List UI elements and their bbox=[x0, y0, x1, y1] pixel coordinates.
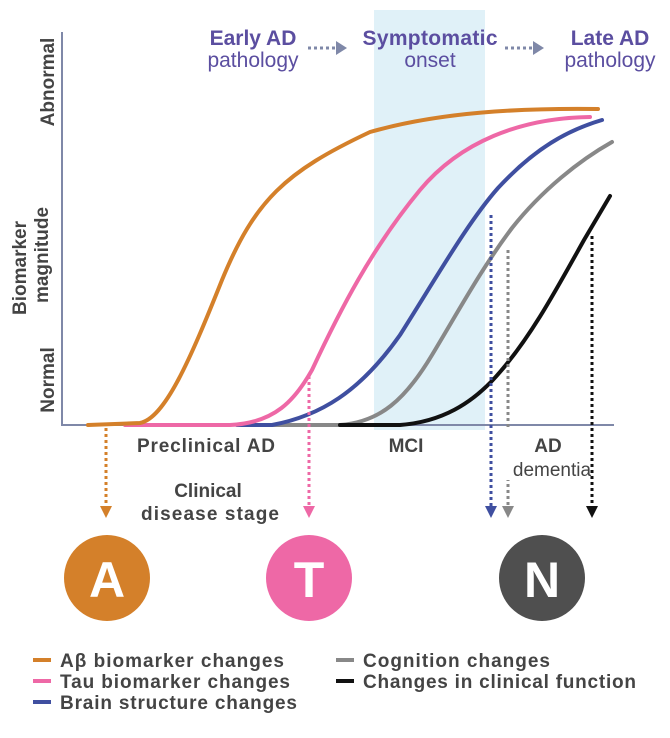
curve-cognition bbox=[268, 140, 614, 427]
badge-a: A bbox=[64, 535, 150, 621]
curve-abeta bbox=[86, 106, 600, 427]
stage-mci: MCI bbox=[389, 436, 424, 457]
arrow-right-icon bbox=[308, 41, 347, 55]
symptomatic-onset-band bbox=[374, 10, 485, 430]
curve-brain-structure bbox=[235, 118, 604, 427]
header-stage1-line1: Early AD bbox=[210, 27, 297, 50]
legend-item-brain: Brain structure changes bbox=[60, 693, 297, 714]
header-stage2-line2: onset bbox=[404, 49, 456, 72]
x-axis-title-line2: disease stage bbox=[141, 504, 279, 525]
legend-item-abeta: Aβ biomarker changes bbox=[60, 651, 284, 672]
stage-preclinical: Preclinical AD bbox=[137, 436, 275, 457]
header-stage1-line2: pathology bbox=[207, 49, 299, 72]
y-label-abnormal: Abnormal bbox=[38, 38, 59, 127]
svg-text:A: A bbox=[89, 552, 125, 608]
arrow-down-icon bbox=[100, 506, 112, 518]
legend-item-cognition: Cognition changes bbox=[363, 651, 550, 672]
curve-clinical-function bbox=[338, 194, 612, 427]
legend-item-clinical: Changes in clinical function bbox=[363, 672, 636, 693]
badge-t: T bbox=[266, 535, 352, 621]
curve-tau bbox=[123, 115, 592, 427]
x-axis-title-line1: Clinical bbox=[174, 481, 242, 502]
stage-ad: AD bbox=[534, 436, 561, 457]
legend: Aβ biomarker changes Tau biomarker chang… bbox=[33, 651, 636, 714]
y-axis-title-line1: Biomarker bbox=[10, 220, 31, 315]
stage-dementia: dementia bbox=[513, 460, 592, 481]
svg-text:N: N bbox=[524, 552, 560, 608]
arrow-down-icon bbox=[502, 506, 514, 518]
legend-item-tau: Tau biomarker changes bbox=[60, 672, 290, 693]
y-label-normal: Normal bbox=[38, 347, 59, 412]
svg-text:T: T bbox=[294, 552, 325, 608]
badge-n: N bbox=[499, 535, 585, 621]
arrow-down-icon bbox=[303, 506, 315, 518]
arrow-down-icon bbox=[485, 506, 497, 518]
header-stage3-line1: Late AD bbox=[571, 27, 650, 50]
arrow-down-icon bbox=[586, 506, 598, 518]
header-stage2-line1: Symptomatic bbox=[363, 27, 498, 50]
arrow-right-icon bbox=[505, 41, 544, 55]
y-axis-title-line2: magnitude bbox=[32, 207, 53, 303]
header-stage3-line2: pathology bbox=[564, 49, 656, 72]
